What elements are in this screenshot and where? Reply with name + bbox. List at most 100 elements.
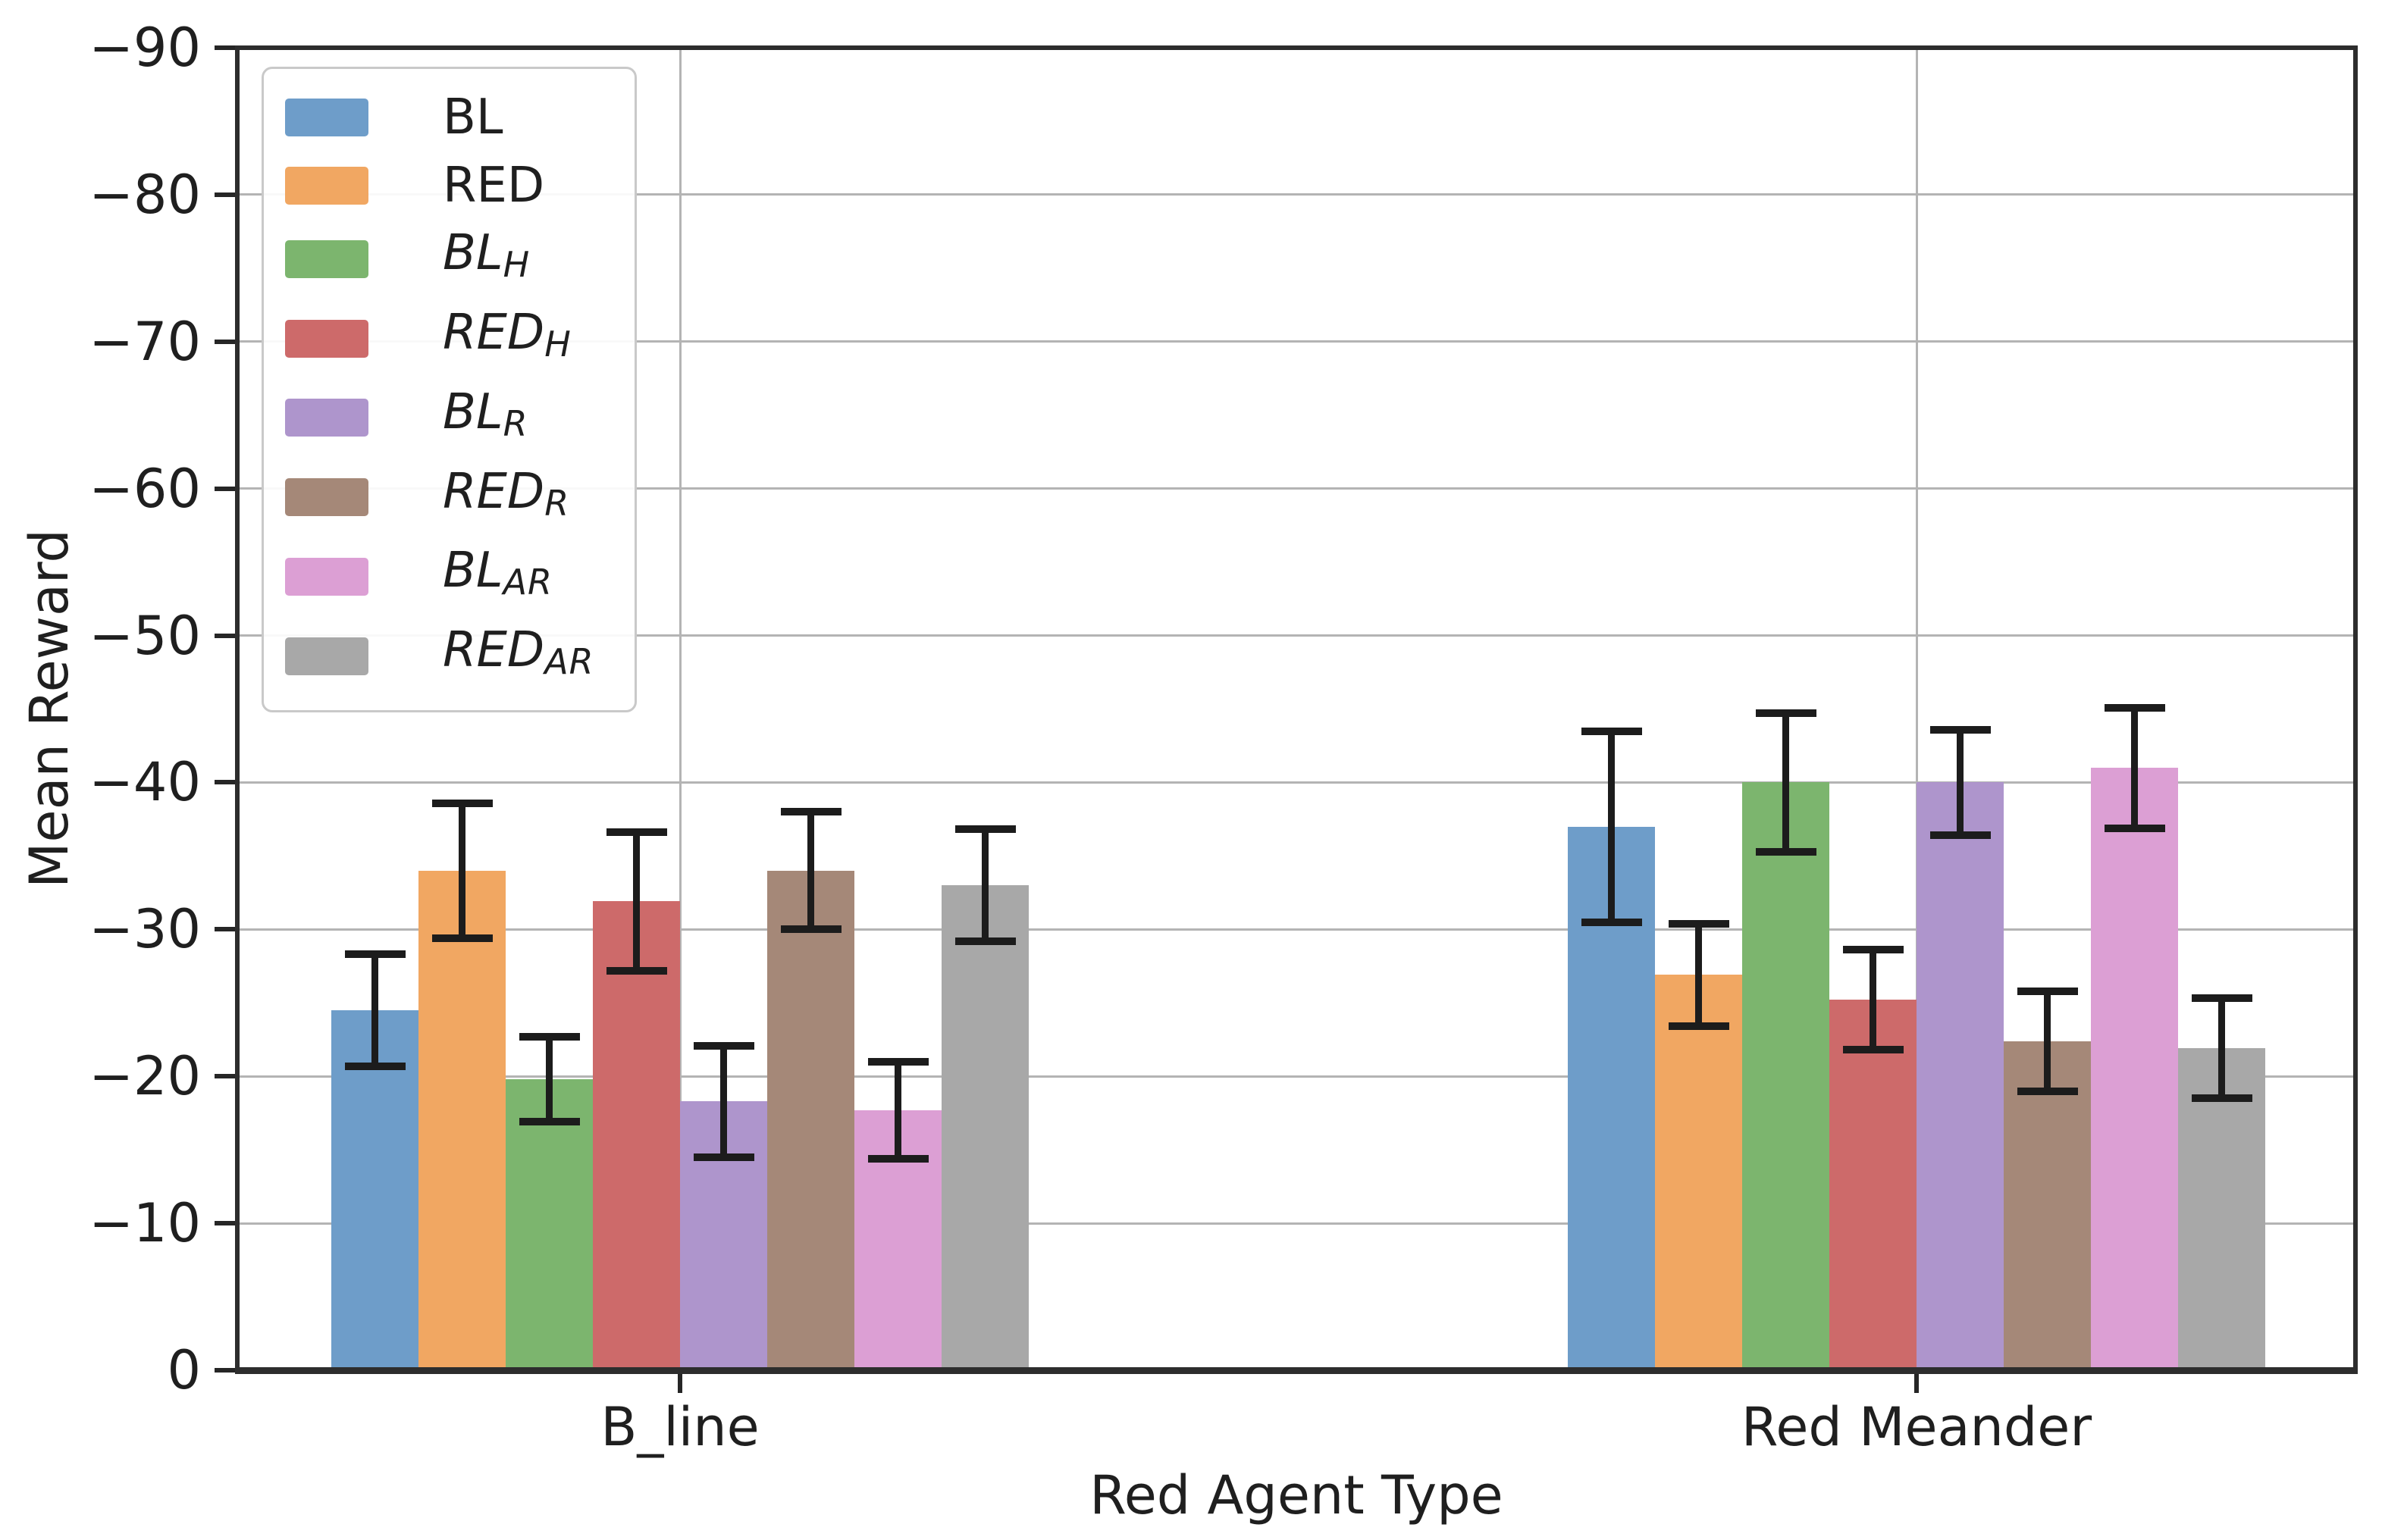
y-tick-label: −80 bbox=[89, 163, 201, 226]
error-bar-line bbox=[894, 1057, 901, 1163]
axis-spine-top bbox=[235, 45, 2358, 50]
bar-red-red-meander bbox=[1655, 975, 1742, 1370]
x-tick-mark bbox=[678, 1370, 682, 1393]
y-tick-mark bbox=[215, 339, 237, 344]
y-tick-label: 0 bbox=[167, 1339, 201, 1401]
error-bar-line bbox=[458, 799, 465, 942]
error-bar bbox=[867, 1057, 929, 1163]
error-bar-cap-top bbox=[2104, 703, 2165, 712]
y-tick-mark bbox=[215, 780, 237, 785]
legend-item-bl-h: BLH bbox=[264, 229, 635, 289]
legend-item-red: RED bbox=[264, 161, 635, 210]
bar-red-ar-b-line bbox=[942, 885, 1029, 1370]
error-bar-cap-top bbox=[867, 1057, 929, 1066]
legend-swatch bbox=[285, 478, 368, 517]
y-tick-label: −30 bbox=[89, 898, 201, 961]
legend-label: REDH bbox=[443, 308, 572, 368]
y-tick-label: −60 bbox=[89, 457, 201, 520]
legend-swatch bbox=[285, 319, 368, 358]
y-tick-mark bbox=[215, 1368, 237, 1373]
error-bar-line bbox=[1782, 709, 1789, 856]
legend-label: RED bbox=[443, 161, 544, 210]
y-axis-label: Mean Reward bbox=[18, 529, 80, 888]
error-bar bbox=[1842, 946, 1904, 1054]
y-tick-label: −90 bbox=[89, 17, 201, 79]
error-bar-line bbox=[632, 828, 640, 975]
error-bar-cap-bottom bbox=[1755, 847, 1816, 856]
y-tick-mark bbox=[215, 633, 237, 638]
y-tick-mark bbox=[215, 927, 237, 932]
error-bar bbox=[1668, 919, 1729, 1031]
error-bar bbox=[1929, 725, 1991, 840]
legend-label-base: BL bbox=[443, 89, 503, 146]
error-bar bbox=[2191, 994, 2252, 1103]
gridline-horizontal bbox=[237, 1075, 2355, 1078]
error-bar-line bbox=[1607, 727, 1615, 926]
gridline-horizontal bbox=[237, 634, 2355, 637]
legend-label-subscript: H bbox=[544, 324, 572, 365]
error-bar-cap-top bbox=[2191, 994, 2252, 1003]
error-bar-cap-bottom bbox=[780, 925, 842, 934]
error-bar-line bbox=[1869, 946, 1876, 1054]
error-bar-cap-bottom bbox=[2017, 1087, 2078, 1095]
error-bar-cap-bottom bbox=[867, 1154, 929, 1163]
error-bar-cap-bottom bbox=[519, 1118, 580, 1126]
legend-label: BL bbox=[443, 93, 503, 142]
error-bar bbox=[1755, 709, 1816, 856]
error-bar-line bbox=[1694, 919, 1702, 1031]
legend-swatch bbox=[285, 239, 368, 278]
legend-swatch bbox=[285, 399, 368, 437]
legend: BL RED BLH REDH BLR REDR BLAR REDAR bbox=[262, 67, 637, 712]
legend-label: BLR bbox=[443, 388, 528, 448]
bar-bl-b-line bbox=[331, 1009, 418, 1370]
error-bar bbox=[344, 950, 406, 1070]
bar-red-h-red-meander bbox=[1829, 1000, 1917, 1370]
error-bar bbox=[1581, 727, 1642, 926]
bar-bl-r-red-meander bbox=[1917, 782, 2004, 1370]
x-tick-label: B_line bbox=[600, 1396, 760, 1458]
error-bar-line bbox=[2217, 994, 2225, 1103]
gridline-horizontal bbox=[237, 193, 2355, 196]
error-bar-cap-bottom bbox=[1668, 1022, 1729, 1031]
legend-label-subscript: AR bbox=[544, 641, 594, 683]
legend-item-bl: BL bbox=[264, 93, 635, 142]
bar-red-h-b-line bbox=[593, 901, 680, 1370]
legend-label: REDAR bbox=[443, 626, 594, 686]
legend-item-red-ar: REDAR bbox=[264, 626, 635, 686]
legend-label-base: BL bbox=[443, 225, 503, 282]
gridline-horizontal bbox=[237, 781, 2355, 784]
legend-label-base: BL bbox=[443, 543, 503, 599]
error-bar-cap-top bbox=[693, 1041, 754, 1050]
gridline-horizontal bbox=[237, 928, 2355, 931]
error-bar bbox=[2104, 703, 2165, 832]
legend-label: BLH bbox=[443, 229, 530, 289]
error-bar-cap-top bbox=[780, 808, 842, 816]
axis-spine-bottom bbox=[235, 1367, 2358, 1374]
gridline-horizontal bbox=[237, 340, 2355, 343]
error-bar-cap-bottom bbox=[1929, 831, 1991, 840]
error-bar-cap-top bbox=[954, 825, 1016, 834]
error-bar-cap-bottom bbox=[1842, 1046, 1904, 1054]
error-bar-cap-top bbox=[1581, 727, 1642, 735]
legend-label-base: RED bbox=[443, 305, 545, 362]
legend-item-bl-r: BLR bbox=[264, 388, 635, 448]
legend-swatch bbox=[285, 166, 368, 205]
y-tick-mark bbox=[215, 45, 237, 50]
error-bar-cap-top bbox=[1668, 919, 1729, 928]
bar-bl-h-b-line bbox=[506, 1079, 593, 1370]
legend-label-base: RED bbox=[443, 463, 545, 520]
legend-item-bl-ar: BLAR bbox=[264, 546, 635, 606]
legend-swatch bbox=[285, 637, 368, 675]
bar-bl-h-red-meander bbox=[1742, 782, 1829, 1370]
y-tick-mark bbox=[215, 1074, 237, 1079]
axis-spine-left bbox=[235, 45, 240, 1373]
legend-item-red-r: REDR bbox=[264, 468, 635, 527]
error-bar-cap-top bbox=[1842, 946, 1904, 954]
gridline-vertical bbox=[679, 48, 682, 1370]
error-bar-cap-bottom bbox=[2104, 824, 2165, 832]
legend-label-base: RED bbox=[443, 622, 545, 679]
error-bar-cap-bottom bbox=[344, 1062, 406, 1070]
legend-label: BLAR bbox=[443, 546, 553, 606]
legend-label: REDR bbox=[443, 468, 569, 527]
